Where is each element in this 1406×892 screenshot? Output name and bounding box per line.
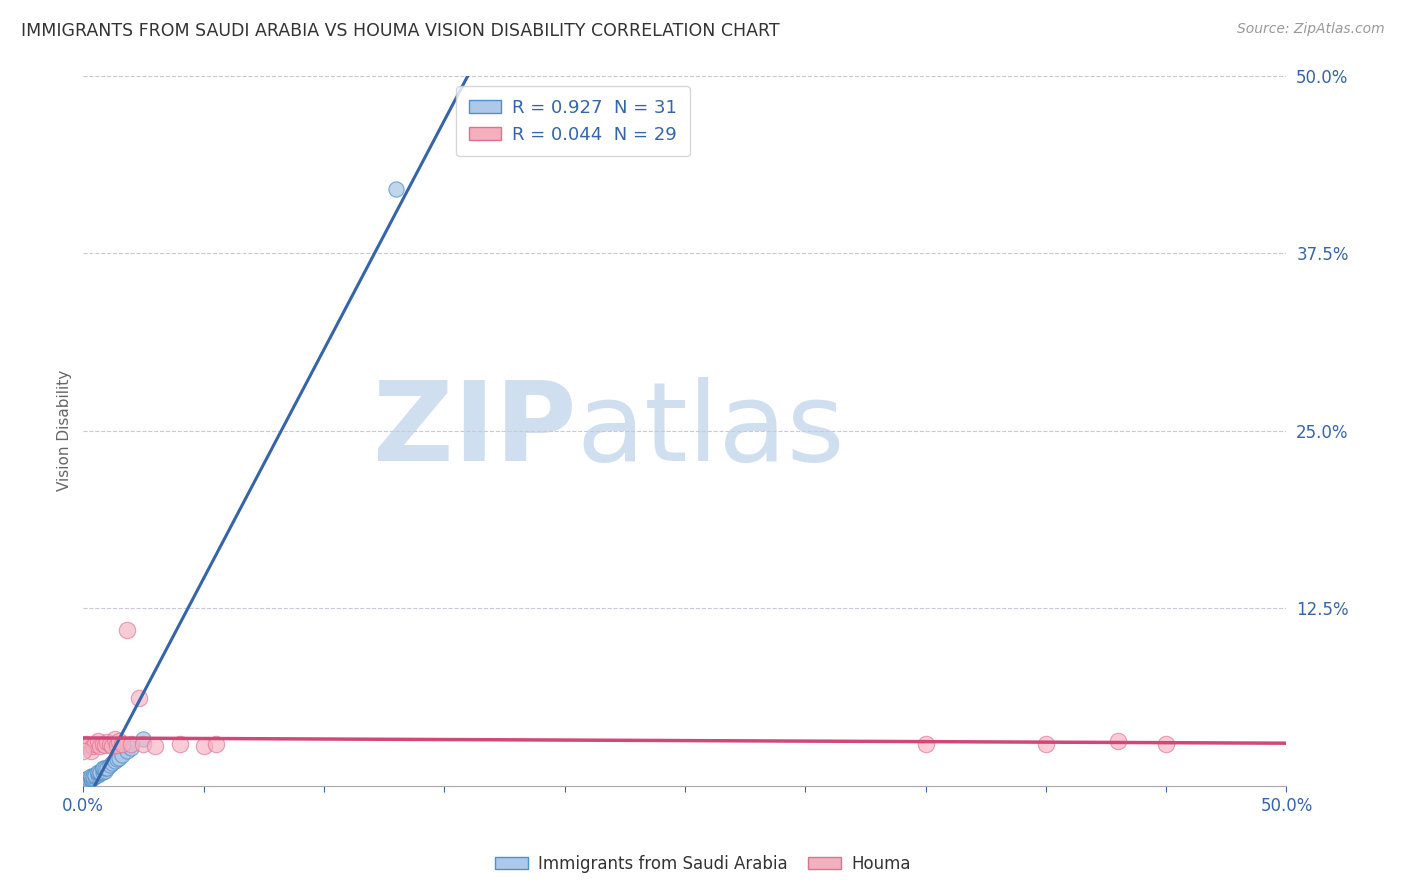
Point	[108, 733, 131, 747]
Point	[101, 739, 124, 754]
Point	[87, 764, 110, 779]
Point	[193, 739, 215, 754]
Point	[94, 761, 117, 775]
Point	[101, 756, 124, 771]
Text: IMMIGRANTS FROM SAUDI ARABIA VS HOUMA VISION DISABILITY CORRELATION CHART: IMMIGRANTS FROM SAUDI ARABIA VS HOUMA VI…	[21, 22, 780, 40]
Point	[120, 737, 142, 751]
Point	[79, 772, 101, 786]
Point	[84, 769, 107, 783]
Point	[82, 769, 104, 783]
Point	[79, 743, 101, 757]
Point	[96, 761, 118, 775]
Point	[91, 764, 114, 779]
Point	[84, 737, 107, 751]
Point	[105, 752, 128, 766]
Point	[1154, 737, 1177, 751]
Point	[128, 691, 150, 706]
Point	[89, 739, 111, 754]
Point	[82, 739, 104, 754]
Point	[132, 737, 155, 751]
Point	[108, 750, 131, 764]
Point	[1035, 737, 1057, 751]
Point	[91, 761, 114, 775]
Point	[77, 771, 100, 785]
Point	[204, 737, 226, 751]
Point	[145, 739, 167, 754]
Point	[72, 743, 94, 757]
Point	[79, 769, 101, 783]
Point	[1107, 733, 1129, 747]
Point	[385, 182, 408, 196]
Text: atlas: atlas	[576, 377, 845, 484]
Point	[94, 738, 117, 752]
Point	[87, 768, 110, 782]
Legend: Immigrants from Saudi Arabia, Houma: Immigrants from Saudi Arabia, Houma	[488, 848, 918, 880]
Point	[75, 737, 97, 751]
Point	[94, 764, 117, 778]
Point	[132, 732, 155, 747]
Point	[105, 738, 128, 752]
Point	[91, 737, 114, 751]
Point	[115, 623, 138, 637]
Point	[75, 772, 97, 786]
Point	[98, 737, 121, 751]
Legend: R = 0.927  N = 31, R = 0.044  N = 29: R = 0.927 N = 31, R = 0.044 N = 29	[457, 87, 690, 156]
Point	[169, 737, 191, 751]
Point	[103, 732, 125, 747]
Point	[87, 733, 110, 747]
Point	[77, 773, 100, 788]
Point	[89, 764, 111, 779]
Y-axis label: Vision Disability: Vision Disability	[58, 370, 72, 491]
Point	[115, 743, 138, 757]
Point	[77, 739, 100, 754]
Point	[84, 768, 107, 782]
Point	[89, 766, 111, 780]
Point	[111, 737, 134, 751]
Point	[96, 735, 118, 749]
Point	[120, 740, 142, 755]
Point	[79, 771, 101, 785]
Point	[82, 771, 104, 785]
Text: Source: ZipAtlas.com: Source: ZipAtlas.com	[1237, 22, 1385, 37]
Point	[103, 754, 125, 768]
Point	[111, 747, 134, 762]
Point	[91, 762, 114, 776]
Point	[98, 757, 121, 772]
Point	[87, 766, 110, 780]
Point	[914, 737, 936, 751]
Text: ZIP: ZIP	[373, 377, 576, 484]
